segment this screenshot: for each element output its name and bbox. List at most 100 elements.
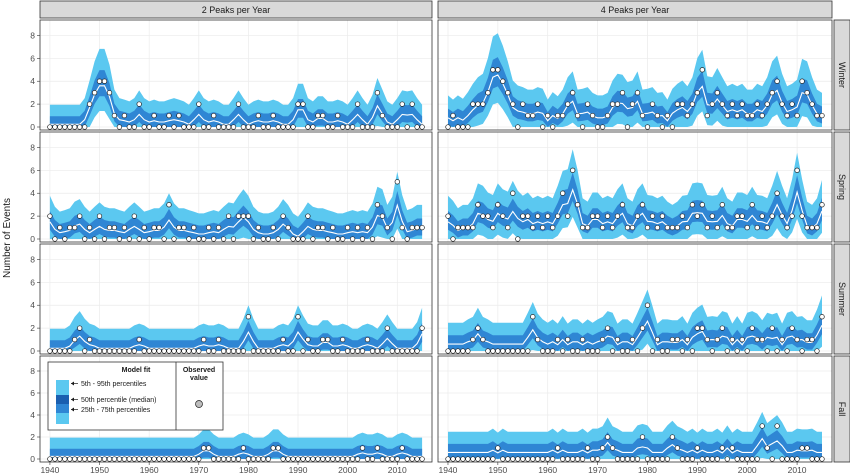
observed-point [325,336,331,343]
observed-point [225,348,232,354]
observed-point [260,348,266,354]
row-strip [833,131,850,243]
observed-point [335,348,341,354]
observed-point [344,456,351,462]
observed-point [475,202,481,208]
observed-point [674,101,681,107]
observed-point [475,325,481,331]
observed-point [579,124,586,130]
observed-point [570,90,576,96]
observed-point [530,112,536,119]
observed-point [389,236,395,242]
observed-point [399,348,405,354]
median-line [49,450,423,457]
observed-point [649,213,656,219]
observed-point [669,434,676,440]
observed-point [769,456,775,462]
observed-point [280,213,286,219]
x-tick-label: 1970 [588,465,607,475]
observed-point [664,348,671,354]
x-tick-label: 1940 [40,465,59,475]
observed-point [255,456,261,462]
observed-point [270,112,276,119]
observed-point [225,456,232,462]
observed-point [724,112,730,119]
observed-point [779,456,785,462]
observed-point [744,224,750,231]
panel-border [39,19,433,131]
observed-point [609,224,616,231]
observed-point [470,224,476,231]
observed-point [530,456,536,462]
observed-point [624,456,631,462]
observed-point [599,224,606,231]
x-tick-label: 1960 [140,465,159,475]
observed-point [201,124,207,130]
x-tick-label: 2010 [788,465,807,475]
observed-point [394,348,400,354]
observed-point [809,456,815,462]
observed-point [280,456,286,462]
observed-point [201,236,207,242]
observed-point [201,336,207,343]
observed-point [594,348,601,354]
observed-point [784,456,790,462]
observed-point [540,456,546,462]
row-strip-label: Fall [837,402,847,417]
observed-point [734,112,740,119]
observed-point [161,456,167,462]
observed-point [604,213,611,219]
observed-point [570,456,576,462]
observed-point [784,348,790,354]
observed-point [510,456,516,462]
observed-point [794,456,800,462]
observed-point [515,124,521,130]
band-5-95 [49,48,423,127]
panel-border [39,243,433,355]
observed-point [335,456,341,462]
y-tick-label: 6 [30,277,35,287]
observed-point [206,445,212,451]
observed-point [480,456,486,462]
x-tick-label: 1960 [538,465,557,475]
observed-point [599,336,606,343]
observed-point [255,112,261,119]
observed-point [565,336,571,343]
observed-point [285,348,291,354]
observed-point [305,124,311,130]
observed-point [315,224,321,231]
observed-point [141,224,147,231]
observed-point [545,213,551,219]
y-tick-label: 4 [30,188,35,198]
observed-point [305,213,311,219]
observed-point [325,236,331,242]
observed-point [379,213,386,219]
observed-point [121,112,128,119]
observed-point [739,101,745,107]
observed-point [799,445,805,451]
observed-point [609,101,616,107]
observed-point [724,224,730,231]
observed-point [300,456,306,462]
observed-point [555,445,561,451]
observed-point [664,456,671,462]
observed-point [594,124,601,130]
observed-point [235,456,242,462]
observed-point [495,202,501,208]
observed-point [704,224,710,231]
observed-point [520,456,526,462]
observed-point [455,124,461,130]
observed-point [364,336,371,343]
observed-point [445,456,451,462]
x-tick-label: 1980 [638,465,657,475]
observed-point [520,101,526,107]
observed-point [285,456,291,462]
observed-point [754,224,760,231]
observed-point [364,456,371,462]
observed-point [414,224,420,231]
column-strip-label: 4 Peaks per Year [601,5,670,15]
observed-point [505,348,511,354]
observed-point [399,445,405,451]
y-tick-label: 4 [30,410,35,420]
observed-point [136,236,142,242]
